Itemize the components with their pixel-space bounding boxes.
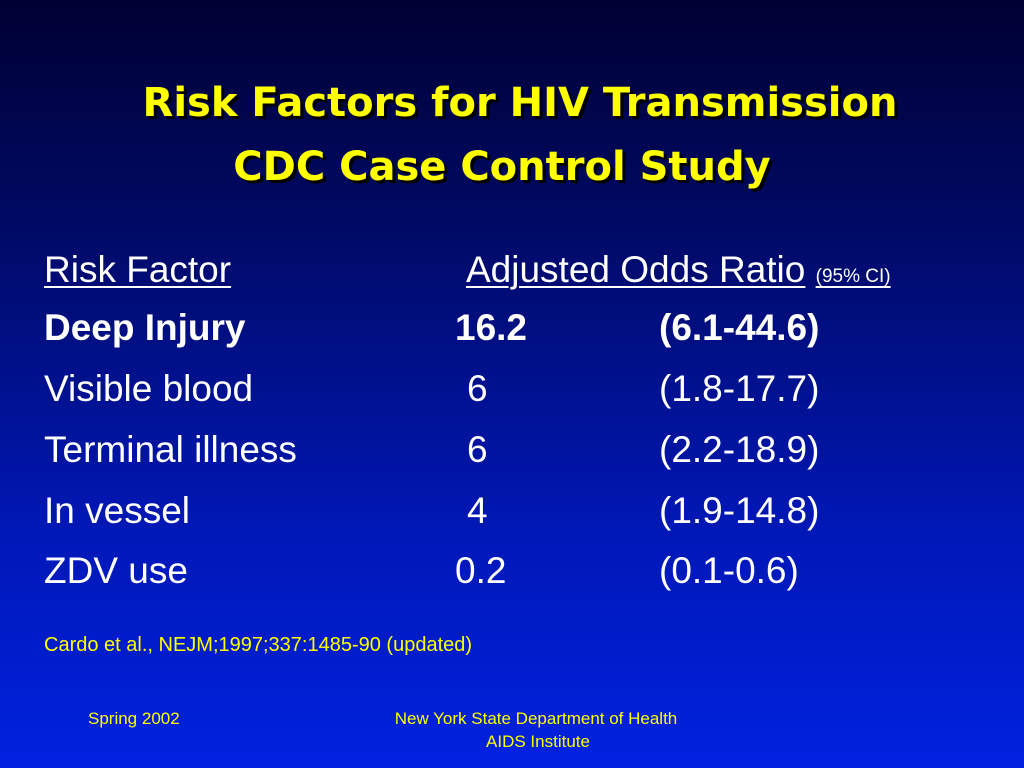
risk-factor-cell: Deep Injury — [44, 307, 246, 348]
risk-factor-cell: In vessel — [44, 490, 191, 531]
confidence-interval-cell: (0.1-0.6) — [659, 550, 799, 591]
odds-ratio-cell: 4 — [467, 490, 488, 531]
odds-ratio-cell: 6 — [467, 429, 488, 470]
footer-organization: New York State Department of Health AIDS… — [350, 707, 722, 753]
citation: Cardo et al., NEJM;1997;337:1485-90 (upd… — [44, 634, 473, 656]
footer-date: Spring 2002 — [88, 709, 180, 728]
column-header-risk-factor: Risk Factor — [44, 249, 232, 290]
odds-ratio-cell: 6 — [467, 368, 488, 409]
column-header-ci: (95% CI) — [815, 266, 891, 287]
column-header-odds-ratio-group: Adjusted Odds Ratio (95% CI) — [466, 248, 891, 299]
odds-ratio-cell: 0.2 — [455, 550, 507, 591]
confidence-interval-cell: (6.1-44.6) — [659, 307, 820, 348]
odds-ratio-cell: 16.2 — [455, 307, 528, 348]
slide-subtitle: CDC Case Control Study — [233, 144, 771, 190]
footer-org-line1: New York State Department of Health — [394, 709, 678, 728]
risk-factor-cell: ZDV use — [44, 550, 188, 591]
footer-org-line2: AIDS Institute — [486, 732, 590, 751]
risk-factor-cell: Visible blood — [44, 368, 254, 409]
confidence-interval-cell: (1.8-17.7) — [659, 368, 820, 409]
column-header-odds-ratio: Adjusted Odds Ratio — [466, 249, 806, 290]
confidence-interval-cell: (1.9-14.8) — [659, 490, 820, 531]
confidence-interval-cell: (2.2-18.9) — [659, 429, 820, 470]
risk-factor-cell: Terminal illness — [44, 429, 297, 470]
slide-title: Risk Factors for HIV Transmission — [142, 80, 898, 126]
